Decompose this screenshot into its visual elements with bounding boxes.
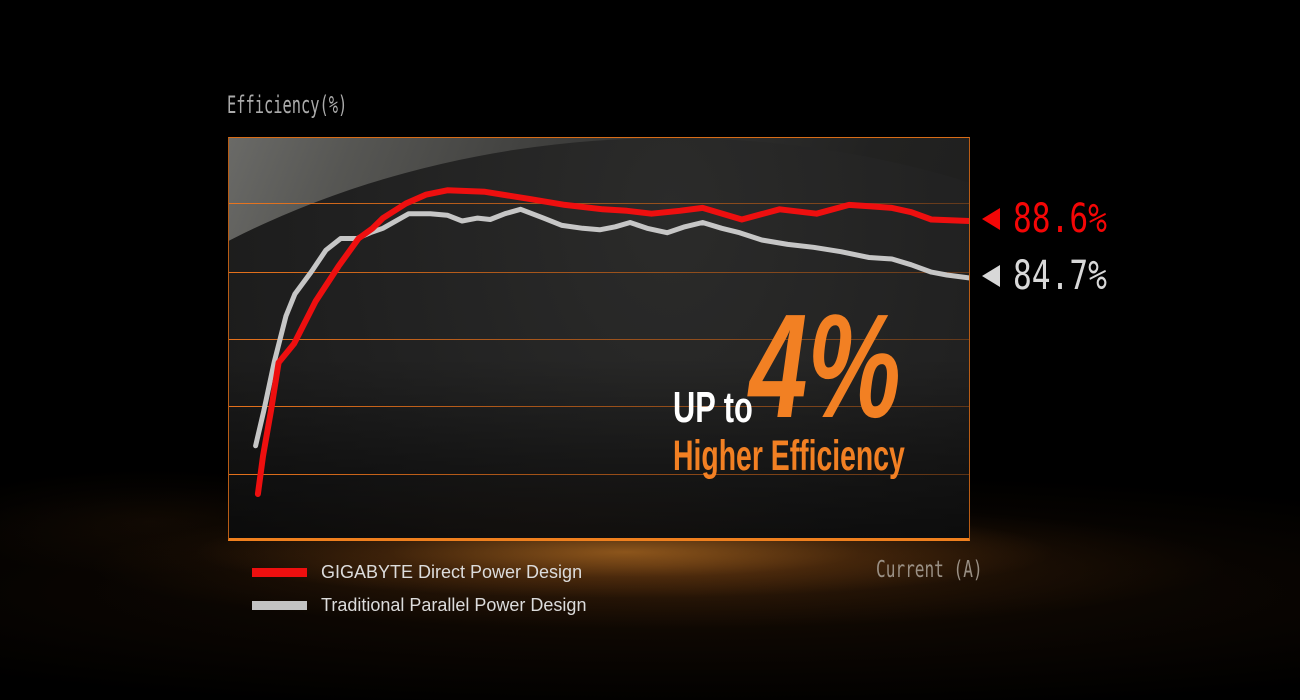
gridline [229, 272, 969, 273]
plot-svg [253, 187, 969, 497]
series-line-parallel [253, 206, 969, 449]
legend: GIGABYTE Direct Power Design Traditional… [252, 563, 586, 629]
gridline [229, 339, 969, 340]
gridline [229, 406, 969, 407]
callout-parallel-value: 84.7% [1013, 253, 1107, 299]
gridline [229, 474, 969, 475]
series-line-direct [254, 187, 969, 497]
y-axis-title: Efficiency(%) [227, 91, 348, 119]
callout-direct-power: 88.6% [982, 199, 1133, 239]
legend-swatch-red [252, 567, 307, 577]
promo-tagline-text: Higher Efficiency [673, 432, 905, 480]
legend-label-parallel: Traditional Parallel Power Design [321, 595, 587, 615]
legend-swatch-gray [252, 600, 307, 610]
promo-up-to-text: UP to [673, 383, 753, 432]
left-arrow-icon [982, 208, 1000, 230]
left-arrow-icon [982, 265, 1000, 287]
callout-direct-value: 88.6% [1013, 196, 1107, 242]
promo-4-percent-text: 4% [749, 284, 901, 449]
efficiency-chart: UP to 4% Higher Efficiency [228, 137, 970, 541]
legend-label-direct: GIGABYTE Direct Power Design [321, 562, 583, 582]
legend-item-parallel: Traditional Parallel Power Design [252, 596, 586, 614]
x-axis-title: Current (A) [876, 557, 983, 583]
gridline [229, 203, 969, 204]
callout-parallel-power: 84.7% [982, 256, 1133, 296]
legend-item-direct: GIGABYTE Direct Power Design [252, 563, 586, 581]
